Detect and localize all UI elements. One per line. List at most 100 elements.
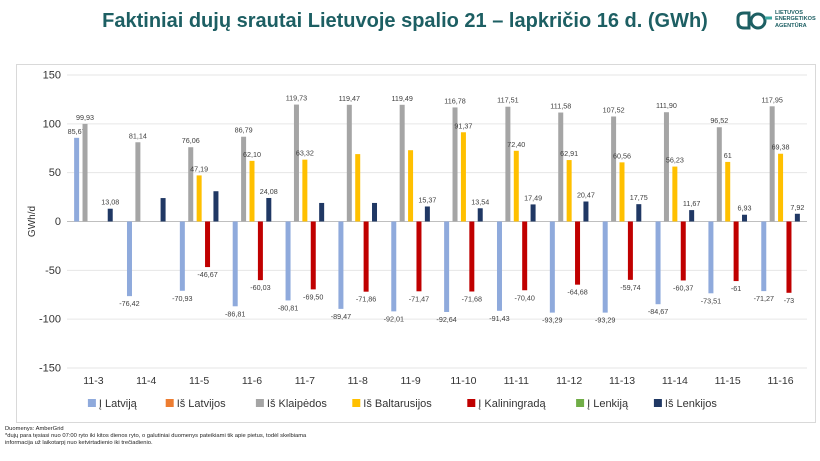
legend-swatch bbox=[576, 399, 585, 407]
bar bbox=[680, 221, 686, 281]
gas-flow-chart: -150 -100 -50 0 50 100 150 GWh/d 11-3 85,67 99,93 1… bbox=[27, 70, 807, 410]
bar bbox=[619, 162, 625, 222]
x-tick-label: 11-11 bbox=[504, 375, 529, 387]
data-label: 62,91 bbox=[560, 149, 578, 158]
legend-entry: Į Kaliningradą bbox=[478, 398, 546, 410]
x-tick-label: 11-16 bbox=[768, 375, 794, 387]
x-tick-label: 11-14 bbox=[662, 375, 688, 387]
energy-agency-logo bbox=[736, 11, 772, 30]
bar bbox=[372, 202, 378, 222]
legend-swatch bbox=[87, 399, 96, 407]
legend-swatch bbox=[255, 399, 264, 407]
y-tick-label: -150 bbox=[39, 363, 61, 375]
data-label: 13,54 bbox=[471, 197, 489, 206]
data-label: 117,95 bbox=[761, 95, 782, 104]
data-label: -70,93 bbox=[172, 294, 192, 303]
data-label: -64,68 bbox=[567, 288, 587, 297]
bar bbox=[794, 213, 800, 222]
data-label: -92,01 bbox=[384, 314, 404, 323]
data-label: -91,43 bbox=[489, 314, 509, 323]
legend-swatch bbox=[653, 399, 662, 407]
y-tick-label: 150 bbox=[43, 70, 61, 82]
y-tick-label: 50 bbox=[49, 167, 61, 179]
data-label: -60,37 bbox=[673, 283, 693, 292]
x-tick-label: 11-6 bbox=[242, 375, 262, 387]
bar bbox=[416, 221, 422, 292]
data-label: -93,29 bbox=[595, 316, 615, 325]
bar bbox=[338, 221, 344, 309]
bar bbox=[107, 208, 113, 222]
bar bbox=[672, 166, 678, 222]
data-label: 20,47 bbox=[577, 191, 595, 200]
bar bbox=[558, 112, 564, 222]
y-tick-label: 100 bbox=[43, 118, 61, 130]
x-tick-label: 11-9 bbox=[400, 375, 420, 387]
data-label: 96,52 bbox=[710, 116, 728, 125]
bar bbox=[160, 198, 166, 222]
data-label: 47,19 bbox=[190, 164, 208, 173]
bar bbox=[655, 221, 661, 305]
bar bbox=[135, 142, 141, 222]
bar bbox=[778, 153, 784, 222]
x-tick-label: 11-13 bbox=[609, 375, 635, 387]
bar bbox=[302, 159, 308, 222]
data-label: -71,47 bbox=[409, 294, 429, 303]
bar bbox=[241, 136, 247, 222]
bar bbox=[602, 221, 608, 313]
bar bbox=[742, 214, 748, 222]
legend-entry: Į Latviją bbox=[99, 398, 138, 410]
data-label: 6,93 bbox=[738, 204, 752, 213]
x-tick-label: 11-4 bbox=[136, 375, 156, 387]
bar bbox=[469, 221, 475, 292]
data-label: 63,32 bbox=[296, 149, 314, 158]
bar bbox=[188, 147, 194, 222]
bar bbox=[355, 154, 361, 222]
bar bbox=[232, 221, 238, 307]
bar bbox=[477, 208, 483, 222]
bar bbox=[522, 221, 528, 291]
data-label: 69,38 bbox=[772, 143, 790, 152]
x-tick-label: 11-3 bbox=[83, 375, 103, 387]
legend-swatch bbox=[352, 399, 361, 407]
bar bbox=[452, 107, 458, 222]
bar bbox=[391, 221, 397, 312]
bar bbox=[399, 104, 405, 222]
bar bbox=[725, 161, 731, 222]
x-tick-label: 11-7 bbox=[295, 375, 315, 387]
logo-text: LIETUVOS ENERGETIKOS AGENTŪRA bbox=[775, 10, 816, 29]
x-tick-label: 11-5 bbox=[189, 375, 209, 387]
data-label: 111,90 bbox=[656, 101, 677, 110]
x-tick-label: 11-15 bbox=[715, 375, 741, 387]
data-label: -61 bbox=[731, 284, 741, 293]
data-label: 17,49 bbox=[524, 193, 542, 202]
bar bbox=[761, 221, 767, 292]
bar bbox=[408, 150, 414, 222]
data-label: 119,47 bbox=[339, 94, 360, 103]
bar bbox=[733, 221, 739, 282]
bar bbox=[708, 221, 714, 294]
bar bbox=[575, 221, 581, 285]
data-label: 119,73 bbox=[286, 94, 307, 103]
logo-line-1: LIETUVOS bbox=[775, 10, 803, 16]
data-label: 86,79 bbox=[235, 126, 253, 135]
data-source: Duomenys: AmberGrid bbox=[5, 426, 64, 432]
bar bbox=[285, 221, 291, 301]
bar bbox=[319, 202, 325, 222]
bar bbox=[126, 221, 132, 297]
data-label: 116,78 bbox=[444, 96, 465, 105]
bar bbox=[74, 137, 80, 222]
legend-entry: Iš Baltarusijos bbox=[363, 398, 432, 410]
bar bbox=[689, 210, 695, 222]
bar bbox=[213, 191, 219, 222]
footnote-line-1: *dujų para tęsiasi nuo 07:00 ryto iki ki… bbox=[5, 433, 307, 439]
data-label: -46,67 bbox=[197, 270, 217, 279]
data-label: 111,58 bbox=[550, 102, 571, 111]
bar bbox=[583, 201, 589, 222]
legend-entry: Į Lenkiją bbox=[587, 398, 629, 410]
data-label: 85,67 bbox=[68, 127, 86, 136]
data-label: 117,51 bbox=[497, 96, 518, 105]
y-tick-label: 0 bbox=[55, 216, 61, 228]
bar bbox=[363, 221, 369, 292]
bar bbox=[460, 132, 466, 222]
bar bbox=[310, 221, 316, 290]
